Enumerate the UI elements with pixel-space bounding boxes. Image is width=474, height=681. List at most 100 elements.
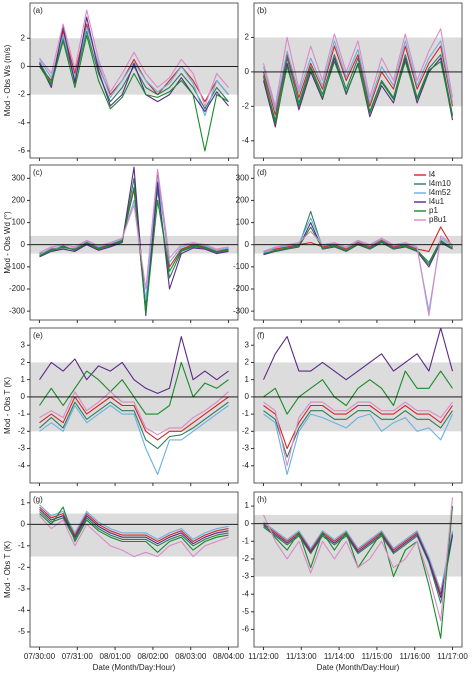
series-line: [262, 328, 454, 381]
series-line: [39, 404, 229, 475]
legend-label: l4u1: [429, 197, 445, 206]
y-tick-label: -1: [18, 541, 26, 550]
panel-label: (b): [257, 6, 267, 15]
y-tick-label: -2: [18, 426, 26, 435]
y-tick-label: -2: [242, 554, 250, 563]
y-tick-label: 0: [21, 519, 26, 528]
y-tick-label: -6: [18, 146, 26, 155]
series-line: [263, 413, 454, 475]
y-tick-label: 100: [12, 218, 26, 227]
y-tick-label: -1: [242, 409, 250, 418]
plot-area: [39, 504, 229, 558]
y-tick-label: 0: [21, 62, 26, 71]
y-tick-label: 0: [21, 240, 26, 249]
series-line: [262, 45, 454, 116]
plot-area: [39, 336, 229, 475]
y-tick-label: -1: [242, 536, 250, 545]
x-axis-label: Date (Month/Day:Hour): [93, 663, 176, 672]
series-line: [39, 515, 229, 558]
y-tick-label: -2: [18, 562, 26, 571]
y-tick-label: -100: [9, 262, 26, 271]
y-tick-label: 300: [236, 173, 250, 182]
x-tick-label: 11/16:00: [399, 652, 430, 661]
series-line: [39, 166, 229, 317]
plot-frame: [253, 327, 463, 484]
series-line: [263, 410, 453, 458]
series-line: [39, 186, 229, 314]
plot-frame: [253, 2, 463, 159]
plot-area: [262, 497, 454, 639]
y-tick-label: -4: [18, 606, 26, 615]
x-tick-label: 08/01:00: [100, 652, 132, 661]
series-line: [39, 16, 229, 113]
y-tick-label: 300: [12, 173, 26, 182]
plot-area: [263, 210, 453, 317]
panel-label: (h): [257, 495, 267, 504]
y-tick-label: 1: [245, 375, 250, 384]
panel-label: (f): [257, 331, 265, 340]
legend-label: l4m52: [429, 188, 451, 197]
y-tick-label: 2: [21, 358, 26, 367]
plot-frame: [29, 327, 239, 484]
series-line: [262, 40, 454, 111]
x-tick-label: 11/14:00: [324, 652, 355, 661]
series-line: [39, 506, 229, 553]
y-tick-label: 2: [21, 33, 26, 42]
panel-label: (a): [33, 6, 43, 15]
x-tick-label: 07/30:00: [24, 652, 56, 661]
y-tick-label: -5: [18, 627, 26, 636]
y-tick-label: -1: [18, 409, 26, 418]
plot-frame: [253, 164, 463, 321]
y-tick-label: -4: [242, 136, 250, 145]
series-line: [263, 217, 453, 312]
series-line: [263, 370, 453, 415]
y-tick-label: 3: [245, 340, 250, 349]
panel-label: (c): [33, 168, 43, 177]
y-tick-label: -4: [18, 461, 26, 470]
x-tick-label: 07/31:00: [62, 652, 94, 661]
series-line: [39, 9, 229, 107]
x-tick-label: 08/03:00: [175, 652, 207, 661]
y-tick-label: 1: [21, 498, 26, 507]
x-tick-label: 08/02:00: [137, 652, 169, 661]
y-axis-label: Mod - Obs Wd (°): [3, 211, 12, 274]
y-axis-label: Mod - Obs T (K): [3, 377, 12, 434]
series-line: [39, 510, 229, 547]
panel-label: (g): [33, 495, 43, 504]
series-line: [263, 226, 453, 252]
y-tick-label: -200: [233, 284, 250, 293]
x-tick-label: 11/17:00: [437, 652, 468, 661]
legend-label: p1: [429, 206, 438, 215]
y-tick-label: -300: [9, 306, 26, 315]
series-line: [263, 525, 454, 599]
y-tick-label: 0: [245, 519, 250, 528]
y-tick-label: 0: [245, 240, 250, 249]
y-tick-label: 2: [245, 358, 250, 367]
y-tick-label: -2: [18, 90, 26, 99]
y-tick-label: 1: [21, 375, 26, 384]
plot-frame: [29, 164, 239, 321]
legend-label: p8u1: [429, 215, 447, 224]
y-axis-label: Mod - Obs Ws (m/s): [3, 44, 12, 116]
series-line: [263, 210, 453, 263]
y-tick-label: -300: [233, 306, 250, 315]
y-tick-label: 3: [21, 340, 26, 349]
series-line: [39, 396, 229, 441]
y-axis-label: Mod - Obs T (K): [3, 541, 12, 598]
y-tick-label: 100: [236, 218, 250, 227]
y-tick-label: -3: [242, 444, 250, 453]
legend-label: l4: [429, 170, 436, 179]
series-line: [39, 23, 229, 103]
series-line: [262, 497, 454, 622]
series-line: [39, 504, 229, 540]
y-tick-label: -5: [242, 607, 250, 616]
series-line: [39, 34, 229, 152]
y-tick-label: 1: [245, 501, 250, 510]
y-tick-label: -100: [233, 262, 250, 271]
x-tick-label: 11/15:00: [362, 652, 393, 661]
y-tick-label: -4: [242, 589, 250, 598]
x-tick-label: 11/12:00: [248, 652, 279, 661]
y-tick-label: -3: [18, 584, 26, 593]
legend-label: l4m10: [429, 179, 451, 188]
